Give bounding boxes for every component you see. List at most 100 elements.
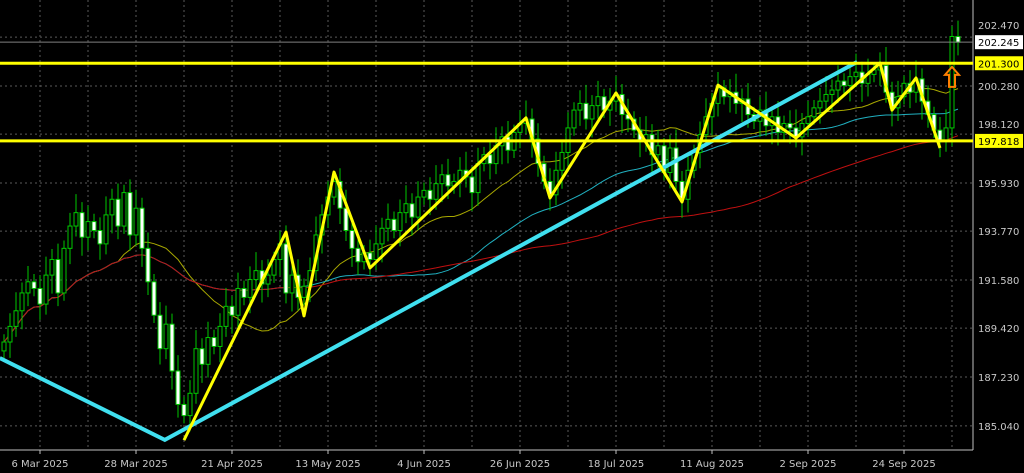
candle-body — [7, 325, 13, 343]
candle — [7, 313, 13, 358]
candle-body — [175, 370, 181, 405]
candle — [13, 292, 19, 337]
candle-body — [217, 325, 223, 347]
candle — [91, 213, 97, 239]
candle-body — [439, 174, 445, 185]
candle-body — [37, 287, 43, 305]
candle-body — [835, 80, 841, 91]
candle — [55, 243, 61, 307]
candle-body — [847, 76, 853, 87]
candle-body — [67, 225, 73, 249]
price-label: 202.245 — [978, 38, 1019, 49]
candle-body — [385, 218, 391, 229]
x-tick-label: 13 May 2025 — [295, 459, 360, 470]
candle — [115, 183, 121, 240]
candle — [61, 240, 67, 301]
candle-body — [667, 147, 673, 174]
candle — [451, 173, 457, 194]
candle-body — [187, 392, 193, 417]
candle — [253, 252, 259, 291]
candle-body — [433, 183, 439, 200]
candle — [403, 185, 409, 224]
candle-body — [817, 100, 823, 109]
candle — [553, 151, 559, 206]
candle-body — [199, 348, 205, 365]
candle-body — [811, 107, 817, 118]
candle-body — [211, 337, 217, 347]
candle-body — [415, 196, 421, 218]
candle-body — [943, 127, 949, 142]
candle-body — [121, 192, 127, 227]
candle-body — [103, 214, 109, 245]
x-tick-label: 21 Apr 2025 — [201, 459, 263, 470]
candle-body — [589, 105, 595, 120]
candle-body — [157, 314, 163, 350]
candle — [133, 189, 139, 246]
candle — [43, 256, 49, 315]
candle-body — [373, 243, 379, 260]
candle — [157, 302, 163, 365]
candle — [229, 295, 235, 334]
candle — [223, 287, 229, 337]
zigzag-line — [182, 61, 942, 441]
candle-body — [145, 247, 151, 283]
candle-body — [133, 207, 139, 236]
candle — [583, 84, 589, 130]
candle — [439, 164, 445, 203]
candle-body — [787, 122, 793, 129]
candle-body — [19, 292, 25, 312]
candle — [823, 75, 829, 112]
x-tick-label: 26 Jun 2025 — [490, 459, 550, 470]
candle-body — [949, 35, 955, 129]
candle — [385, 203, 391, 242]
candle-body — [49, 258, 55, 276]
candle-body — [409, 203, 415, 218]
candle — [103, 196, 109, 255]
candle — [433, 165, 439, 210]
candle-body — [421, 189, 427, 198]
candle-body — [841, 80, 847, 87]
candle — [121, 184, 127, 234]
candle-body — [595, 96, 601, 107]
price-label: 197.818 — [978, 137, 1019, 148]
y-tick-label: 185.040 — [978, 422, 1019, 433]
candle-body — [349, 230, 355, 249]
y-tick-label: 195.930 — [978, 179, 1019, 190]
candle-body — [247, 279, 253, 298]
candle — [841, 73, 847, 94]
candle — [943, 109, 949, 152]
candle — [937, 116, 943, 158]
candle-body — [571, 109, 577, 129]
candle — [217, 313, 223, 363]
candle — [19, 282, 25, 330]
candle — [25, 265, 31, 307]
candle-body — [139, 207, 145, 249]
candle-body — [391, 218, 397, 232]
candle-body — [205, 337, 211, 365]
y-tick-label: 191.580 — [978, 276, 1019, 287]
candle-body — [85, 221, 91, 238]
x-tick-label: 4 Jun 2025 — [397, 459, 451, 470]
candle — [955, 20, 961, 56]
y-tick-label: 189.420 — [978, 324, 1019, 335]
candle-body — [55, 258, 61, 294]
candle-body — [1, 341, 7, 352]
candle-body — [163, 323, 169, 350]
candle — [31, 273, 37, 297]
candle — [733, 73, 739, 114]
candle — [49, 249, 55, 294]
candle-body — [853, 71, 859, 78]
candle-body — [397, 212, 403, 232]
candle-body — [169, 323, 175, 372]
candle — [769, 106, 775, 145]
candle — [739, 88, 745, 122]
candle — [349, 220, 355, 267]
x-tick-label: 24 Sep 2025 — [872, 459, 935, 470]
candle — [469, 166, 475, 212]
candle-body — [109, 198, 115, 216]
candle — [181, 396, 187, 424]
x-tick-label: 6 Mar 2025 — [11, 459, 68, 470]
candle-body — [31, 281, 37, 289]
price-label-box — [975, 56, 1023, 71]
